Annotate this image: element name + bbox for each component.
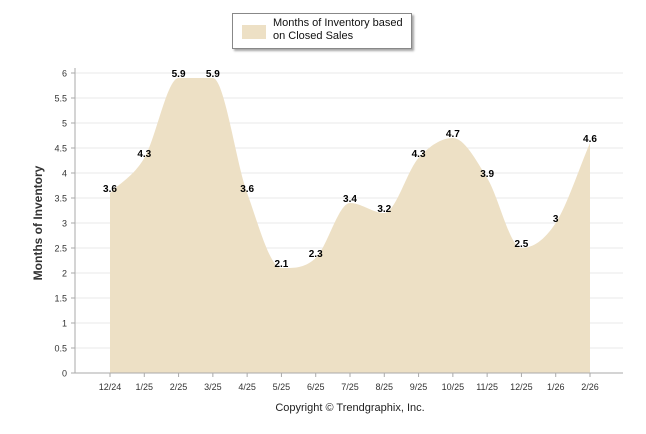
area-series — [110, 78, 590, 373]
x-tick-label: 11/25 — [476, 382, 498, 392]
data-label: 3.9 — [480, 169, 494, 180]
y-axis-title: Months of Inventory — [31, 165, 45, 280]
x-tick-label: 9/25 — [410, 382, 428, 392]
copyright-text: Copyright © Trendgraphix, Inc. — [275, 402, 425, 414]
x-tick-label: 4/25 — [238, 382, 256, 392]
data-label: 4.7 — [446, 129, 460, 140]
legend-label: Months of Inventory based on Closed Sale… — [273, 17, 403, 42]
x-tick-label: 8/25 — [376, 382, 394, 392]
x-tick-label: 3/25 — [204, 382, 222, 392]
data-label: 3.6 — [103, 184, 117, 195]
y-tick-label: 5.5 — [54, 94, 67, 104]
y-tick-label: 2 — [62, 269, 67, 279]
x-tick-label: 12/24 — [99, 382, 122, 392]
data-label: 3 — [553, 214, 559, 225]
data-label: 2.3 — [309, 249, 323, 260]
data-label: 2.5 — [514, 239, 528, 250]
data-label: 3.4 — [343, 194, 357, 205]
x-tick-label: 1/26 — [547, 382, 565, 392]
y-tick-label: 4 — [62, 169, 67, 179]
data-label: 4.3 — [137, 149, 151, 160]
x-tick-label: 6/25 — [307, 382, 325, 392]
data-label: 3.6 — [240, 184, 254, 195]
y-tick-label: 1 — [62, 319, 67, 329]
y-tick-label: 2.5 — [54, 244, 67, 254]
x-tick-label: 10/25 — [442, 382, 465, 392]
y-tick-label: 0.5 — [54, 344, 67, 354]
data-label: 2.1 — [274, 259, 288, 270]
data-label: 3.2 — [377, 204, 391, 215]
x-tick-label: 5/25 — [273, 382, 291, 392]
x-tick-label: 7/25 — [341, 382, 359, 392]
y-tick-label: 1.5 — [54, 294, 67, 304]
x-tick-label: 12/25 — [510, 382, 533, 392]
legend-swatch — [242, 25, 266, 39]
data-label: 4.3 — [412, 149, 426, 160]
x-tick-label: 1/25 — [136, 382, 154, 392]
y-tick-label: 3 — [62, 219, 67, 229]
data-label: 5.9 — [206, 69, 220, 80]
y-tick-label: 3.5 — [54, 194, 67, 204]
data-label: 4.6 — [583, 134, 597, 145]
legend: Months of Inventory based on Closed Sale… — [232, 13, 412, 49]
data-label: 5.9 — [172, 69, 186, 80]
y-tick-label: 6 — [62, 69, 67, 79]
y-tick-label: 4.5 — [54, 144, 67, 154]
y-tick-label: 0 — [62, 369, 67, 379]
x-tick-label: 2/25 — [170, 382, 188, 392]
x-tick-label: 2/26 — [581, 382, 599, 392]
y-tick-label: 5 — [62, 119, 67, 129]
